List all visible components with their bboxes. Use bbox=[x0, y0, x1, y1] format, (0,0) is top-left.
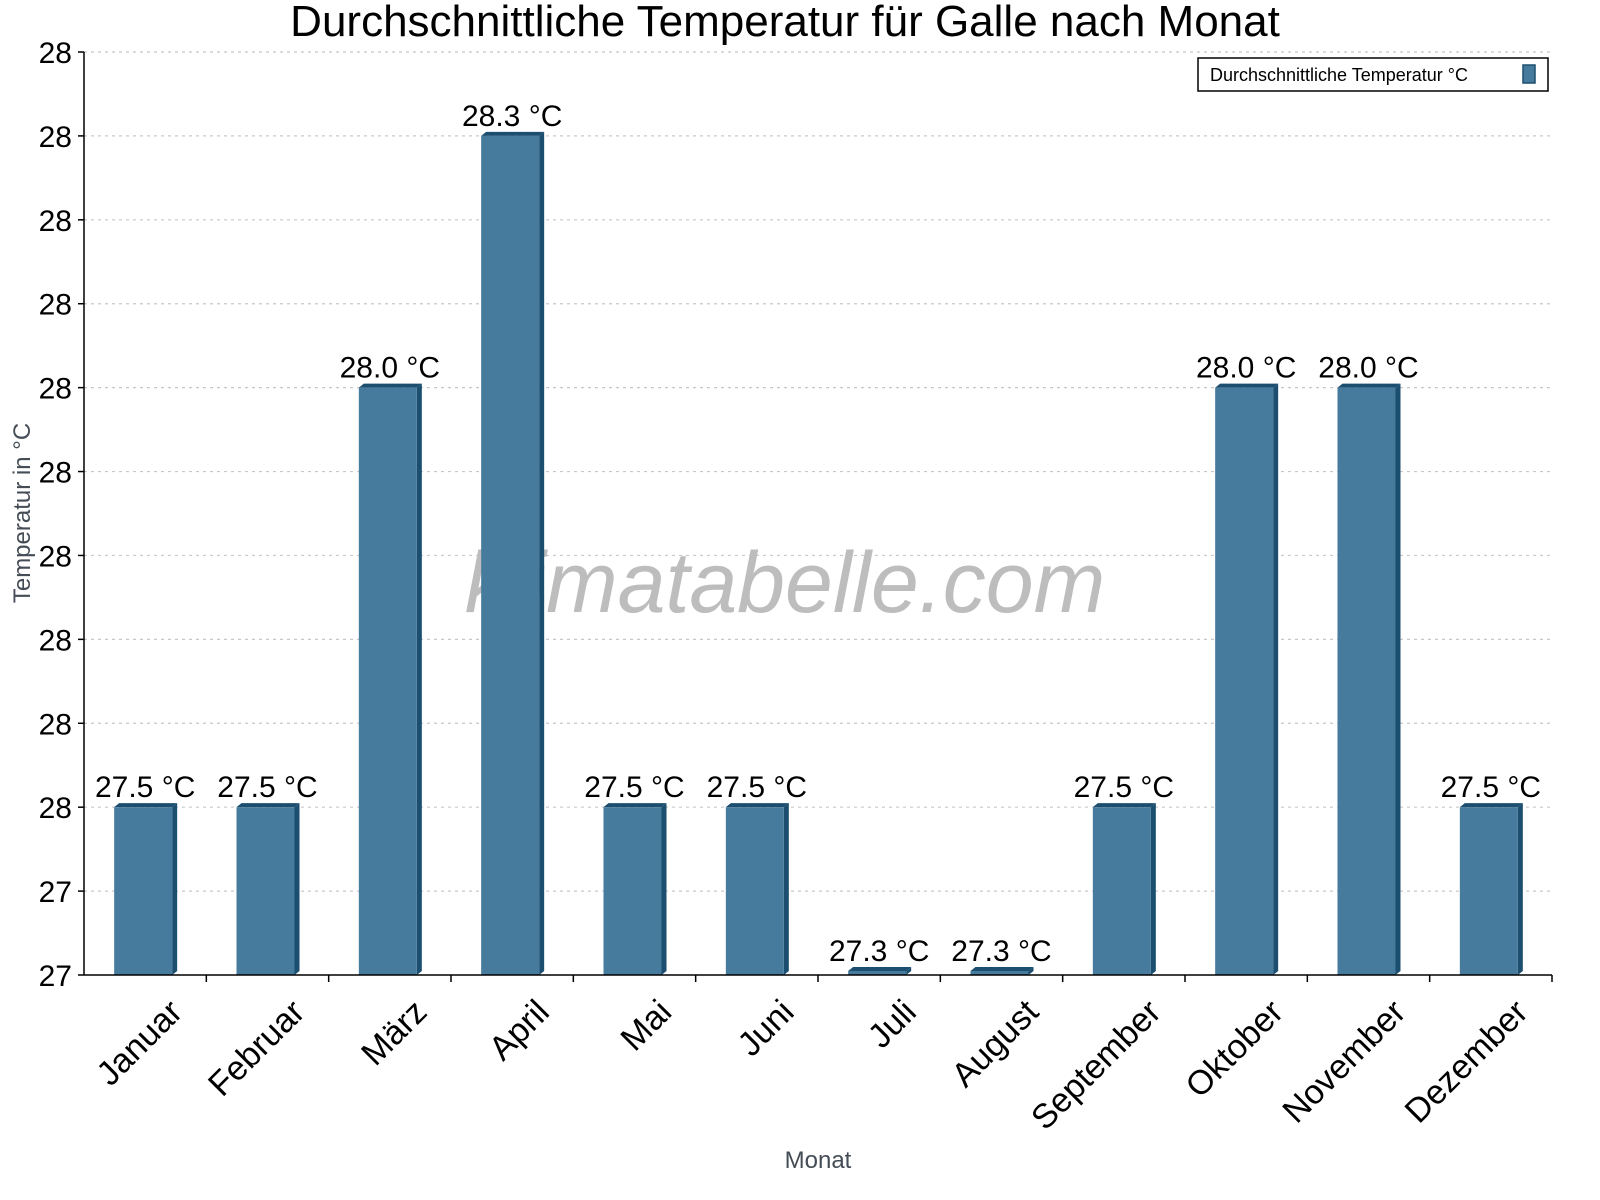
bar: 28.0 °C bbox=[1318, 352, 1419, 975]
x-tick-label: Juni bbox=[730, 993, 801, 1064]
watermark: klimatabelle.com bbox=[465, 535, 1105, 631]
bar: 27.5 °C bbox=[95, 771, 195, 975]
x-tick-label: März bbox=[354, 993, 434, 1073]
value-label: 27.5 °C bbox=[1074, 771, 1174, 804]
axes bbox=[83, 52, 1552, 976]
x-tick-label: Juli bbox=[861, 993, 924, 1056]
y-axis-title: Temperatur in °C bbox=[9, 423, 36, 603]
y-tick-label: 27 bbox=[39, 876, 72, 909]
value-label: 27.5 °C bbox=[217, 771, 317, 804]
value-label: 27.5 °C bbox=[707, 771, 807, 804]
y-tick-label: 28 bbox=[39, 540, 72, 573]
value-label: 28.3 °C bbox=[462, 100, 562, 133]
legend-box bbox=[1197, 57, 1549, 92]
grid-lines bbox=[84, 51, 1552, 892]
y-tick-label: 28 bbox=[39, 289, 72, 322]
bar: 27.5 °C bbox=[584, 771, 685, 975]
bar: 28.0 °C bbox=[340, 352, 440, 975]
bar: 27.5 °C bbox=[1441, 771, 1541, 975]
y-tick-label: 28 bbox=[39, 373, 72, 406]
x-tick-label: April bbox=[482, 993, 557, 1068]
bar: 27.5 °C bbox=[707, 771, 807, 975]
bar: 27.3 °C bbox=[829, 935, 929, 975]
legend-label: Durchschnittliche Temperatur °C bbox=[1210, 65, 1468, 85]
x-tick-label: November bbox=[1275, 993, 1413, 1131]
bar: 28.0 °C bbox=[1196, 352, 1296, 975]
y-tick-label: 28 bbox=[39, 457, 72, 490]
y-tick-label: 27 bbox=[39, 960, 72, 993]
y-tick-label: 28 bbox=[39, 792, 72, 825]
y-tick-label: 28 bbox=[39, 121, 72, 154]
value-label: 27.3 °C bbox=[951, 935, 1051, 968]
value-label: 27.5 °C bbox=[1441, 771, 1541, 804]
x-tick-label: Mai bbox=[614, 993, 680, 1059]
y-tick-label: 28 bbox=[39, 37, 72, 70]
y-axis-ticks: 27 27 28 28 28 28 28 28 28 28 28 28 bbox=[39, 37, 84, 993]
chart-title: Durchschnittliche Temperatur für Galle n… bbox=[290, 0, 1280, 46]
value-label: 27.3 °C bbox=[829, 935, 929, 968]
bar: 28.3 °C bbox=[462, 100, 562, 976]
value-label: 27.5 °C bbox=[584, 771, 684, 804]
y-tick-label: 28 bbox=[39, 624, 72, 657]
x-axis-title: Monat bbox=[785, 1147, 852, 1174]
x-tick-label: September bbox=[1024, 993, 1168, 1137]
x-tick-label: Oktober bbox=[1178, 993, 1290, 1105]
y-tick-label: 28 bbox=[39, 205, 72, 238]
bar: 27.3 °C bbox=[951, 935, 1052, 975]
y-tick-label: 28 bbox=[39, 708, 72, 741]
x-tick-label: August bbox=[944, 992, 1046, 1094]
legend-swatch bbox=[1522, 64, 1536, 84]
bar: 27.5 °C bbox=[217, 771, 318, 975]
legend: Durchschnittliche Temperatur °C bbox=[1197, 57, 1549, 92]
value-label: 28.0 °C bbox=[1196, 352, 1296, 385]
x-tick-label: Februar bbox=[201, 993, 312, 1104]
x-tick-label: Dezember bbox=[1398, 993, 1536, 1131]
value-label: 28.0 °C bbox=[1318, 352, 1418, 385]
x-axis-ticks: Januar Februar März April Mai Juni Juli AugustS… bbox=[89, 975, 1553, 1137]
bars: 27.5 °C 27.5 °C 28.0 °C 28.3 °C 27.5 °C 27.5 … bbox=[95, 100, 1541, 976]
x-tick-label: Januar bbox=[89, 993, 189, 1093]
bar: 27.5 °C bbox=[1074, 771, 1174, 975]
value-label: 27.5 °C bbox=[95, 771, 195, 804]
value-label: 28.0 °C bbox=[340, 352, 440, 385]
